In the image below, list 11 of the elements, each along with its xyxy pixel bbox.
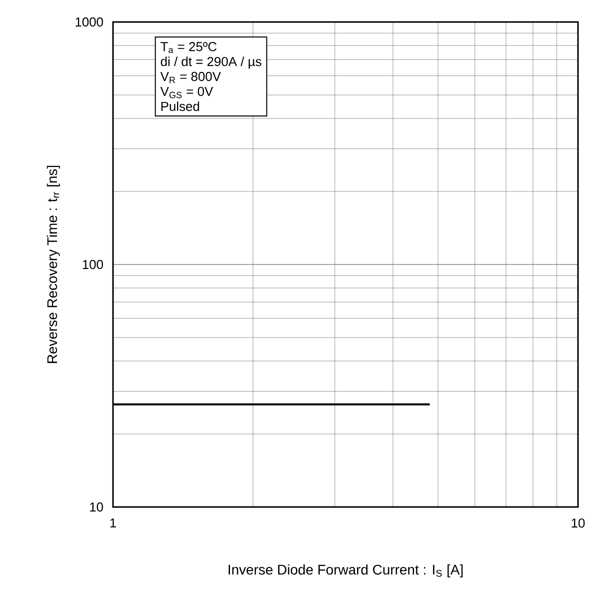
x-axis-title: Inverse Diode Forward Current : I$_{S}$ [A] bbox=[228, 564, 463, 578]
annotation: V$_{GS}$ = 0V bbox=[160, 86, 214, 98]
y-tick-label: 1000 bbox=[76, 17, 103, 27]
annotation: Pulsed bbox=[161, 101, 200, 111]
annotation: V$_{R}$ = 800V bbox=[160, 72, 221, 84]
y-axis-title: Reverse Recovery Time : t$_{rr}$ [ns] bbox=[46, 166, 60, 363]
annotation: di / dt = 290A / µs bbox=[160, 56, 262, 69]
y-tick-label: 10 bbox=[90, 502, 103, 512]
y-tick-label: 100 bbox=[82, 260, 103, 270]
annotation: T$_{a}$ = 25ºC bbox=[160, 42, 217, 53]
x-tick-label: 1 bbox=[110, 518, 116, 528]
